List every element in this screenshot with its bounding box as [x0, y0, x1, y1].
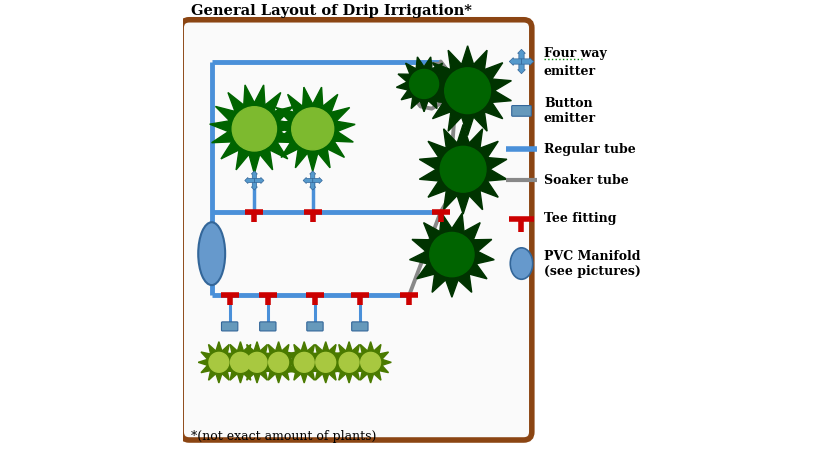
FancyBboxPatch shape [352, 322, 368, 331]
Circle shape [339, 352, 359, 372]
Polygon shape [305, 342, 347, 383]
Polygon shape [409, 213, 494, 297]
Polygon shape [419, 125, 507, 214]
FancyArrow shape [518, 49, 525, 61]
Circle shape [409, 70, 439, 98]
Polygon shape [283, 342, 325, 383]
Polygon shape [220, 342, 261, 383]
Circle shape [440, 147, 486, 192]
FancyBboxPatch shape [221, 322, 238, 331]
Circle shape [209, 352, 229, 372]
FancyArrow shape [245, 177, 254, 184]
FancyArrow shape [518, 61, 525, 74]
Text: Four way: Four way [544, 47, 606, 60]
FancyBboxPatch shape [512, 105, 532, 116]
FancyArrow shape [309, 180, 316, 190]
FancyBboxPatch shape [307, 322, 323, 331]
Circle shape [291, 108, 334, 150]
FancyArrow shape [254, 177, 264, 184]
Text: PVC Manifold
(see pictures): PVC Manifold (see pictures) [544, 250, 641, 278]
Text: Soaker tube: Soaker tube [544, 174, 628, 187]
Polygon shape [270, 87, 355, 171]
Text: Tee fitting: Tee fitting [544, 212, 616, 225]
Polygon shape [236, 342, 278, 383]
Polygon shape [199, 342, 239, 383]
FancyArrow shape [309, 171, 316, 180]
Text: General Layout of Drip Irrigation*: General Layout of Drip Irrigation* [191, 4, 472, 17]
Circle shape [232, 107, 277, 151]
Polygon shape [258, 342, 300, 383]
Ellipse shape [199, 222, 225, 285]
FancyArrow shape [510, 58, 522, 65]
Ellipse shape [510, 248, 532, 279]
Text: Button
emitter: Button emitter [544, 97, 596, 125]
Polygon shape [328, 342, 370, 383]
Circle shape [269, 352, 288, 372]
Text: emitter: emitter [544, 65, 596, 78]
FancyArrow shape [522, 58, 534, 65]
Circle shape [294, 352, 314, 372]
Circle shape [430, 233, 474, 277]
Circle shape [361, 352, 381, 372]
Circle shape [316, 352, 335, 372]
FancyArrow shape [252, 171, 257, 180]
Circle shape [230, 352, 251, 372]
Polygon shape [210, 85, 299, 174]
Polygon shape [424, 46, 511, 136]
Circle shape [247, 352, 267, 372]
FancyArrow shape [303, 177, 313, 184]
FancyArrow shape [313, 177, 322, 184]
Polygon shape [350, 342, 392, 383]
Circle shape [444, 68, 491, 114]
FancyBboxPatch shape [260, 322, 276, 331]
Text: Regular tube: Regular tube [544, 142, 636, 156]
FancyArrow shape [252, 180, 257, 190]
FancyBboxPatch shape [182, 20, 532, 440]
Text: *(not exact amount of plants): *(not exact amount of plants) [191, 430, 377, 443]
Polygon shape [396, 57, 452, 112]
